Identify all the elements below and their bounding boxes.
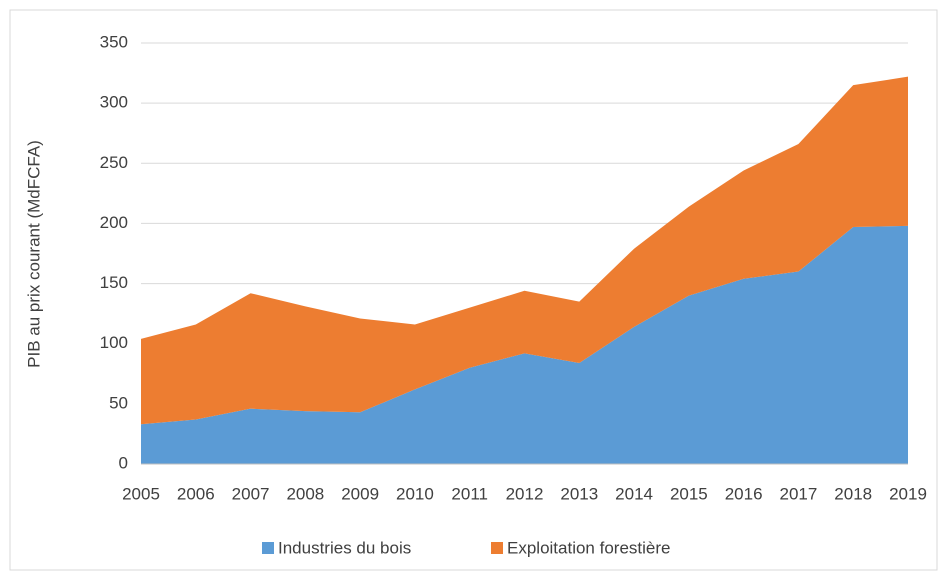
y-tick-label: 200 [100, 213, 128, 232]
area [141, 76, 908, 425]
x-tick-label: 2017 [780, 484, 818, 503]
legend-label: Industries du bois [278, 538, 411, 557]
x-tick-label: 2009 [341, 484, 379, 503]
x-tick-label: 2013 [560, 484, 598, 503]
y-tick-label: 50 [109, 393, 128, 412]
x-tick-label: 2015 [670, 484, 708, 503]
x-tick-label: 2016 [725, 484, 763, 503]
x-tick-label: 2014 [615, 484, 653, 503]
y-tick-label: 350 [100, 32, 128, 51]
legend-swatch [491, 542, 503, 554]
x-tick-label: 2010 [396, 484, 434, 503]
y-tick-label: 100 [100, 333, 128, 352]
y-tick-label: 250 [100, 153, 128, 172]
y-axis-label: PIB au prix courant (MdFCFA) [24, 140, 43, 368]
y-tick-label: 300 [100, 93, 128, 112]
x-tick-label: 2019 [889, 484, 927, 503]
x-tick-label: 2006 [177, 484, 215, 503]
x-tick-label: 2011 [451, 484, 488, 503]
legend-swatch [262, 542, 274, 554]
x-tick-label: 2007 [232, 484, 270, 503]
x-tick-label: 2012 [506, 484, 544, 503]
legend-label: Exploitation forestière [507, 538, 670, 557]
area [141, 225, 908, 464]
x-tick-label: 2008 [286, 484, 324, 503]
x-tick-label: 2018 [834, 484, 872, 503]
y-tick-label: 150 [100, 273, 128, 292]
y-tick-label: 0 [119, 453, 128, 472]
x-tick-label: 2005 [122, 484, 160, 503]
